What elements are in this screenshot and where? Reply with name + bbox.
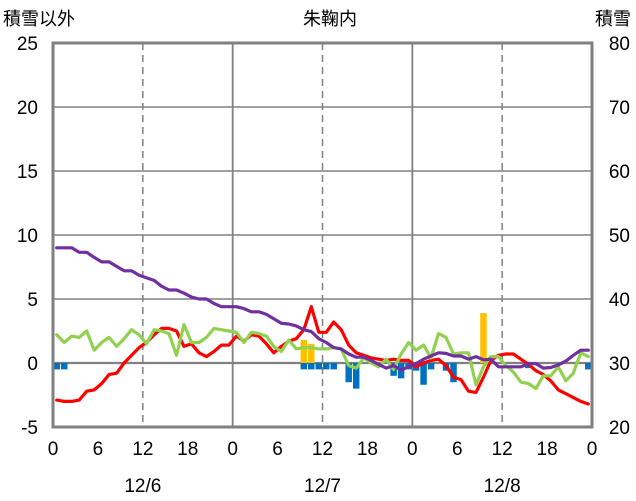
x-tick-label: 6: [452, 439, 463, 460]
blue-bar: [352, 363, 360, 389]
x-tick-label: 0: [587, 439, 598, 460]
x-tick-label: 0: [48, 439, 59, 460]
x-tick-label: 12: [492, 439, 513, 460]
y-right-tick-label: 40: [609, 290, 630, 311]
blue-bar: [53, 363, 60, 370]
series-lines: [55, 246, 590, 406]
y-right-tick-label: 20: [609, 418, 630, 439]
y-left-tick-label: 5: [27, 290, 38, 311]
y-right-tick-label: 80: [609, 34, 630, 55]
y-right-tick-label: 70: [609, 98, 630, 119]
blue-bar: [323, 363, 330, 370]
right-axis-title: 積雪: [595, 9, 631, 30]
x-tick-label: 18: [177, 439, 198, 460]
date-label: 12/8: [484, 476, 521, 497]
plot-border: [51, 41, 594, 429]
blue-bar: [345, 363, 352, 383]
date-label: 12/6: [124, 476, 161, 497]
blue-bar: [315, 363, 322, 370]
blue-bar: [427, 363, 435, 370]
blue-bar: [60, 363, 68, 370]
x-tick-label: 18: [537, 439, 558, 460]
y-left-tick-label: 10: [17, 226, 38, 247]
yellow-bar: [480, 313, 487, 363]
left-axis-title: 積雪以外: [3, 9, 75, 30]
blue-bar: [420, 363, 427, 385]
yellow-bar: [308, 343, 315, 363]
yellow-bar: [300, 339, 308, 363]
x-tick-label: 6: [272, 439, 283, 460]
y-right-tick-label: 60: [609, 162, 630, 183]
blue-bar: [330, 363, 337, 370]
x-tick-label: 0: [407, 439, 418, 460]
blue-bar: [585, 363, 592, 370]
blue-bar: [450, 363, 457, 383]
y-left-tick-label: 20: [17, 98, 38, 119]
chart-title: 朱鞠内: [303, 9, 357, 30]
grid: [53, 43, 592, 427]
y-left-tick-label: 0: [27, 354, 38, 375]
x-tick-label: 12: [312, 439, 333, 460]
y-left-tick-label: 25: [17, 34, 38, 55]
x-tick-label: 18: [357, 439, 378, 460]
blue-bar: [308, 363, 315, 370]
y-right-tick-label: 30: [609, 354, 630, 375]
date-label: 12/7: [304, 476, 341, 497]
purple-series-line: [55, 246, 590, 372]
x-tick-label: 6: [93, 439, 104, 460]
y-left-tick-label: 15: [17, 162, 38, 183]
y-left-tick-label: -5: [21, 418, 38, 439]
blue-bar: [300, 363, 308, 370]
x-tick-label: 0: [227, 439, 238, 460]
green-series-line: [55, 323, 590, 391]
x-tick-label: 12: [132, 439, 153, 460]
plot-frame: [51, 41, 594, 429]
y-right-tick-label: 50: [609, 226, 630, 247]
